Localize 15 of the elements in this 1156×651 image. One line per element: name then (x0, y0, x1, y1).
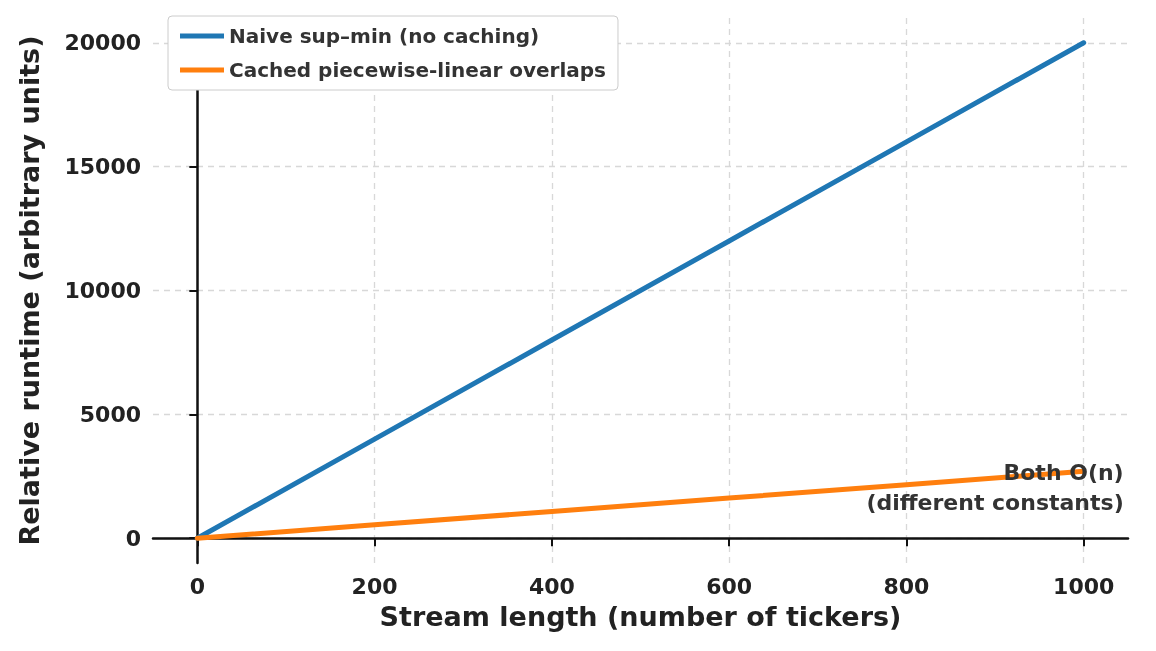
x-tick-label: 0 (189, 573, 205, 599)
x-tick-label: 800 (883, 573, 930, 599)
y-axis-title: Relative runtime (arbitrary units) (14, 35, 45, 546)
x-tick-label: 400 (528, 573, 575, 599)
y-tick-label: 5000 (79, 401, 141, 427)
y-tick-label: 0 (125, 525, 141, 551)
x-tick-label: 200 (351, 573, 398, 599)
x-tick-label: 1000 (1053, 573, 1115, 599)
y-tick-label: 15000 (64, 154, 141, 180)
legend-label: Naive sup–min (no caching) (229, 24, 540, 48)
y-tick-label: 20000 (64, 30, 141, 56)
x-tick-label: 600 (706, 573, 753, 599)
x-axis-title: Stream length (number of tickers) (379, 601, 902, 632)
legend-label: Cached piecewise-linear overlaps (229, 58, 606, 82)
y-tick-label: 10000 (64, 278, 141, 303)
